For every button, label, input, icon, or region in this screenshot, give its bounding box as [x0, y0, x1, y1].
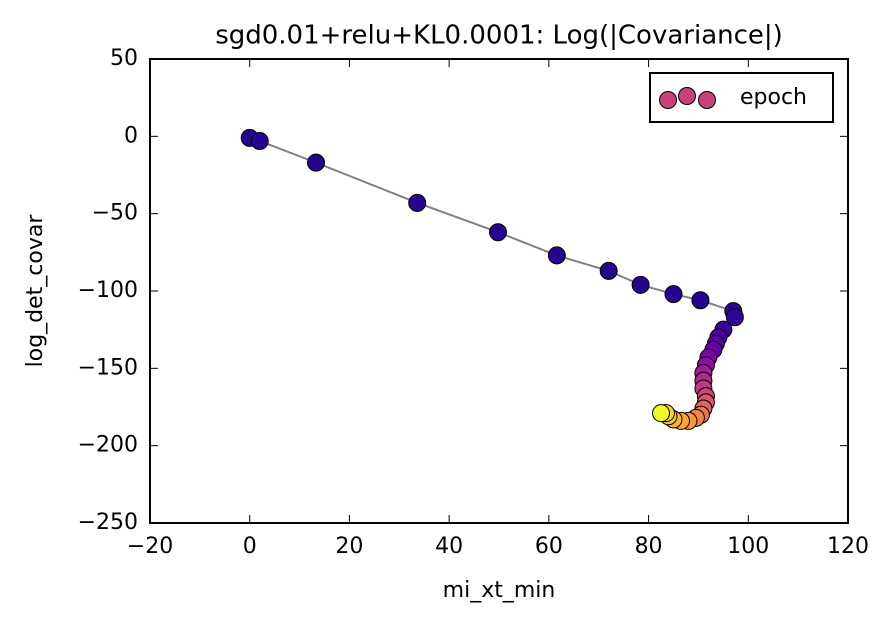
legend-marker: [698, 91, 716, 109]
x-tick-label: 40: [435, 534, 463, 559]
point: [599, 261, 618, 280]
point: [631, 275, 650, 294]
x-tick-label: 60: [535, 534, 563, 559]
y-tick-label: 50: [110, 46, 138, 71]
point: [547, 246, 566, 265]
point: [307, 153, 326, 172]
x-tick-label: −20: [127, 534, 173, 559]
y-tick-label: −250: [78, 510, 138, 535]
x-tick-label: 0: [243, 534, 257, 559]
legend-marker: [659, 91, 677, 109]
point: [408, 193, 427, 212]
point: [725, 308, 744, 327]
point: [489, 223, 508, 242]
legend: epoch: [649, 72, 834, 123]
x-tick-label: 120: [827, 534, 869, 559]
x-axis-label: mi_xt_min: [443, 578, 556, 603]
point: [664, 285, 683, 304]
point: [691, 291, 710, 310]
y-tick-label: −200: [78, 433, 138, 458]
chart-title: sgd0.01+relu+KL0.0001: Log(|Covariance|): [215, 21, 783, 51]
y-tick-label: −50: [92, 201, 138, 226]
y-tick-label: −100: [78, 278, 138, 303]
x-tick-label: 80: [635, 534, 663, 559]
point: [250, 131, 269, 150]
trajectory-line: [249, 136, 736, 422]
x-tick-label: 100: [727, 534, 769, 559]
x-tick-label: 20: [335, 534, 363, 559]
y-axis-label: log_det_covar: [23, 214, 48, 368]
plot-frame: [149, 58, 849, 524]
legend-label: epoch: [740, 85, 807, 110]
y-tick-label: −150: [78, 355, 138, 380]
y-tick-label: 0: [124, 123, 138, 148]
legend-marker: [678, 87, 696, 105]
point: [652, 404, 671, 423]
